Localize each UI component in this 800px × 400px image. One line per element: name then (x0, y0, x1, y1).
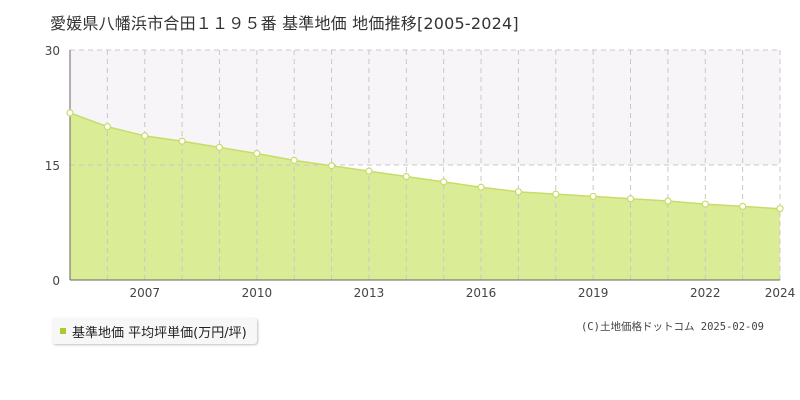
data-point (365, 167, 373, 175)
x-tick-label: 2013 (354, 286, 385, 300)
x-tick-label: 2019 (578, 286, 609, 300)
data-points (66, 109, 784, 213)
data-point (776, 205, 784, 213)
series-line (69, 112, 781, 210)
x-tick-label: 2010 (242, 286, 273, 300)
legend: 基準地価 平均坪単価(万円/坪) (52, 318, 257, 344)
axes (69, 50, 780, 281)
data-point (739, 202, 747, 210)
data-point (141, 132, 149, 140)
data-point (589, 192, 597, 201)
credit-text: (C)土地価格ドットコム 2025-02-09 (580, 321, 764, 333)
gridlines (70, 49, 781, 280)
legend-label: 基準地価 平均坪単価(万円/坪) (72, 325, 247, 341)
data-point (215, 143, 224, 151)
x-tick-label: 2022 (690, 286, 721, 300)
x-tick-label: 2016 (466, 286, 497, 300)
data-point (327, 162, 336, 170)
data-point (552, 190, 560, 198)
data-point (253, 149, 261, 158)
data-point (178, 137, 186, 145)
tick-labels: 0 15 30 2007 2010 2013 2016 2019 2022 2024 (45, 44, 796, 300)
data-point (440, 178, 448, 186)
data-point (626, 195, 635, 203)
data-point (477, 183, 485, 191)
data-point (103, 123, 111, 131)
data-point (664, 197, 672, 205)
series-area-fill (70, 112, 780, 281)
data-point (402, 172, 410, 181)
data-point (66, 109, 74, 117)
legend-swatch (60, 328, 66, 334)
data-point (701, 200, 709, 208)
y-tick-label: 30 (45, 44, 60, 58)
y-tick-label: 0 (52, 274, 60, 288)
data-point (290, 156, 298, 164)
chart-title: 愛媛県八幡浜市合田１１９５番 基準地価 地価推移[2005-2024] (50, 14, 519, 33)
x-tick-label: 2007 (129, 286, 160, 300)
y-tick-label: 15 (45, 159, 60, 173)
data-point (514, 188, 523, 196)
x-tick-label: 2024 (765, 286, 796, 300)
